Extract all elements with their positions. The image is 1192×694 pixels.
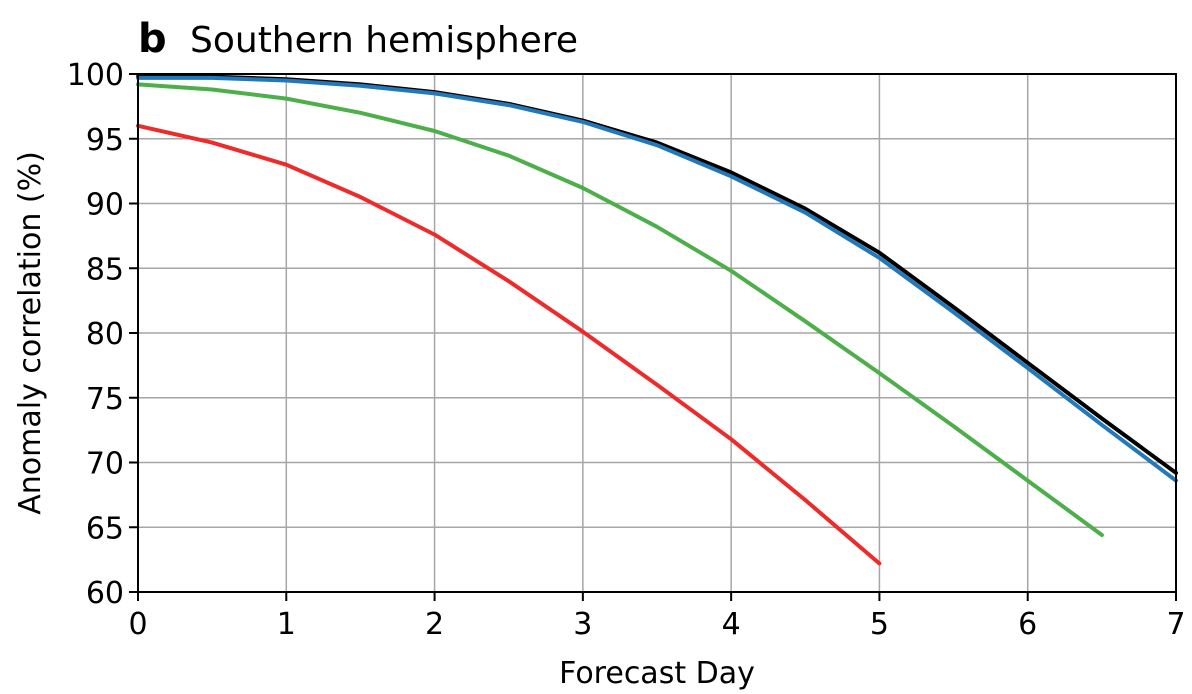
series-line-3 — [136, 82, 1104, 537]
x-tick-label: 1 — [277, 607, 296, 642]
y-tick-label: 85 — [86, 252, 124, 287]
x-tick-label: 4 — [722, 607, 741, 642]
y-tick-label: 90 — [86, 188, 124, 223]
x-tick-label: 2 — [425, 607, 444, 642]
y-tick-label: 100 — [67, 58, 124, 93]
axis-ticks — [129, 73, 1177, 601]
chart-title: Southern hemisphere — [190, 20, 578, 61]
y-axis-title: Anomaly correlation (%) — [13, 151, 48, 515]
y-tick-label: 95 — [86, 123, 124, 158]
x-tick-label: 5 — [870, 607, 889, 642]
series-line-1 — [136, 74, 1178, 475]
y-tick-label: 70 — [86, 447, 124, 482]
series-lines — [136, 74, 1178, 566]
y-tick-label: 60 — [86, 576, 124, 611]
gridlines — [138, 74, 1176, 592]
x-tick-label: 3 — [573, 607, 592, 642]
x-tick-label: 0 — [128, 607, 147, 642]
x-axis-title: Forecast Day — [559, 656, 755, 691]
y-tick-label: 80 — [86, 317, 124, 352]
x-tick-labels: 0 1 2 3 4 5 6 7 — [128, 607, 1185, 642]
y-tick-label: 75 — [86, 382, 124, 417]
y-tick-label: 65 — [86, 511, 124, 546]
x-tick-label: 6 — [1018, 607, 1037, 642]
x-tick-label: 7 — [1166, 607, 1185, 642]
series-line-4 — [136, 123, 882, 566]
panel-letter: b — [138, 16, 167, 62]
series-line-2 — [136, 75, 1178, 483]
y-tick-labels: 60 65 70 75 80 85 90 95 100 — [67, 58, 124, 611]
